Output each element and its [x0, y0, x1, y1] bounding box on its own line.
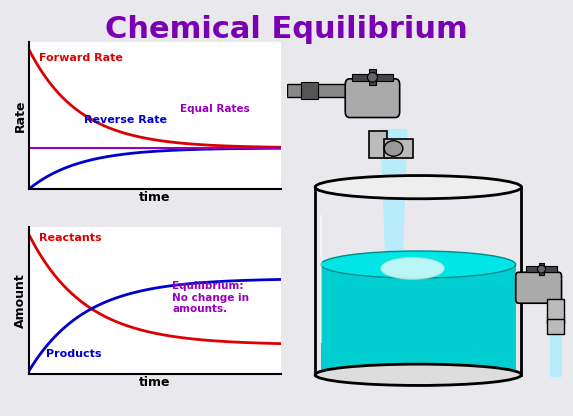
Text: Equilibrium:
No change in
amounts.: Equilibrium: No change in amounts. [172, 281, 249, 314]
Text: Reverse Rate: Reverse Rate [84, 115, 167, 125]
Text: Products: Products [46, 349, 102, 359]
Bar [547, 300, 564, 322]
Bar [352, 74, 393, 81]
Ellipse shape [537, 265, 545, 273]
FancyBboxPatch shape [516, 272, 562, 303]
FancyBboxPatch shape [345, 79, 400, 117]
Ellipse shape [367, 72, 378, 82]
Ellipse shape [384, 141, 403, 156]
Bar [550, 334, 562, 377]
Y-axis label: Rate: Rate [14, 99, 28, 132]
Ellipse shape [315, 176, 521, 199]
Text: Equal Rates: Equal Rates [180, 104, 250, 114]
Bar [547, 319, 564, 334]
Bar [539, 263, 544, 275]
Ellipse shape [321, 363, 516, 386]
Text: Chemical Equilibrium: Chemical Equilibrium [105, 15, 468, 44]
Text: Reactants: Reactants [39, 233, 101, 243]
Ellipse shape [321, 251, 516, 278]
Bar [286, 84, 367, 97]
Bar [369, 131, 387, 158]
Text: Forward Rate: Forward Rate [39, 53, 123, 63]
Bar [526, 266, 557, 272]
Bar [301, 82, 318, 99]
X-axis label: time: time [139, 191, 170, 204]
Bar [384, 139, 413, 158]
Bar [321, 265, 516, 375]
Ellipse shape [315, 364, 521, 386]
X-axis label: time: time [139, 376, 170, 389]
Y-axis label: Amount: Amount [14, 273, 28, 328]
Bar [369, 69, 376, 84]
Ellipse shape [381, 258, 444, 279]
